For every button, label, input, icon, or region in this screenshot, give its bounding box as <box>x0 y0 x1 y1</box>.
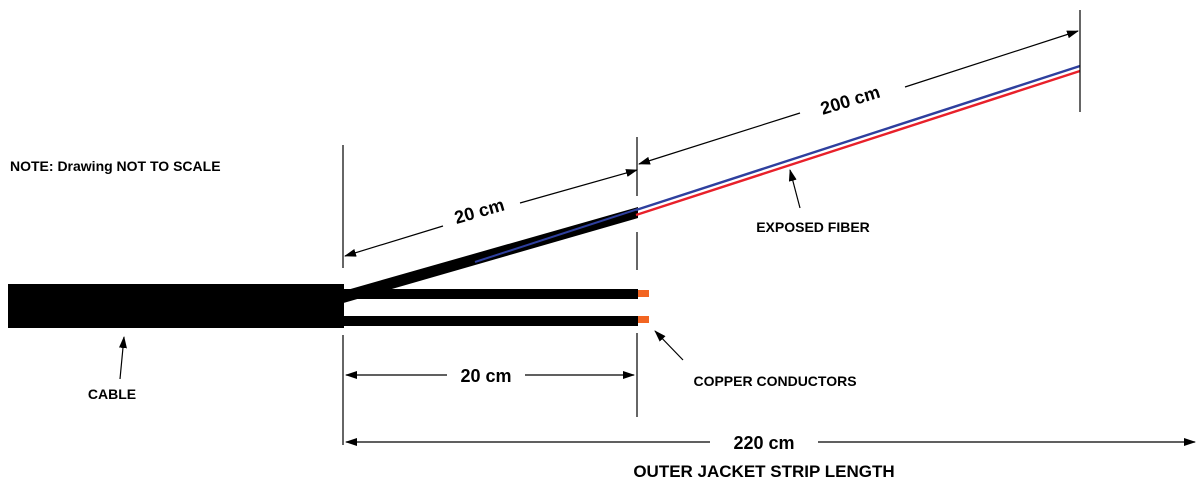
copper-conductor-upper <box>340 289 638 299</box>
copper-length-label: 20 cm <box>460 366 511 386</box>
cable-body <box>8 284 344 328</box>
cable-label: CABLE <box>88 386 136 402</box>
copper-conductor-lower <box>340 316 638 326</box>
fiber-jacket-length-label: 20 cm <box>452 195 507 228</box>
exposed-fiber-blue <box>635 64 1081 212</box>
dim-arrow-exposed-fiber-right <box>904 30 1079 88</box>
exposed-fiber-leader-arrow <box>788 169 801 209</box>
cable-leader-arrow <box>118 336 127 380</box>
outer-jacket-label: OUTER JACKET STRIP LENGTH <box>633 462 894 481</box>
exposed-fiber-length-label: 200 cm <box>818 82 882 119</box>
dim-arrow-exposed-fiber-left <box>638 112 801 165</box>
dim-arrow-fiber-jacket-left <box>344 225 444 257</box>
copper-tip-upper <box>638 290 649 297</box>
note-text: NOTE: Drawing NOT TO SCALE <box>10 158 221 174</box>
copper-leader-arrow <box>654 330 684 361</box>
copper-tip-lower <box>638 316 649 323</box>
fiber-jacket-blue-trace <box>474 208 639 263</box>
exposed-fiber-label: EXPOSED FIBER <box>756 219 870 235</box>
dim-arrow-fiber-jacket-right <box>519 169 638 204</box>
copper-conductors-label: COPPER CONDUCTORS <box>693 373 856 389</box>
exposed-fiber-red <box>635 69 1081 217</box>
fiber-jacket-section <box>340 207 638 304</box>
total-strip-length-label: 220 cm <box>733 433 794 453</box>
